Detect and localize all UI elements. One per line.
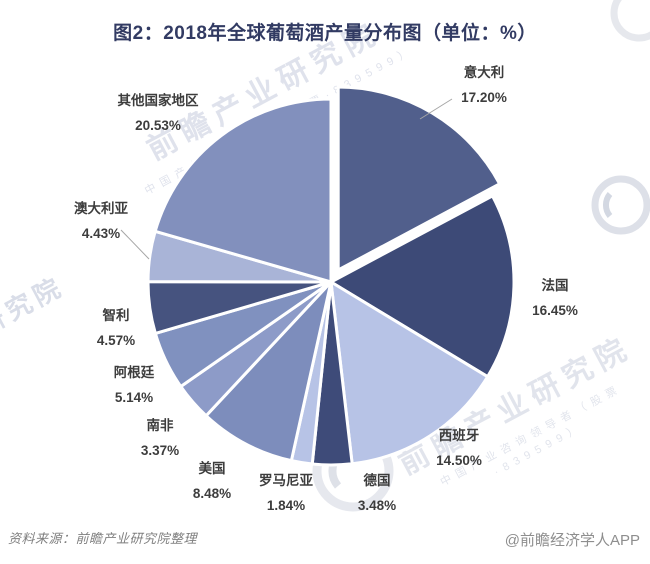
slice-label-value: 14.50% — [436, 453, 482, 468]
slice-label-value: 17.20% — [461, 90, 507, 105]
pie-slice-label-4: 罗马尼亚 1.84% — [259, 468, 313, 518]
pie-slice-0 — [336, 85, 502, 273]
label-leader-line — [120, 229, 150, 260]
pie-slice-label-10: 其他国家地区 20.53% — [118, 88, 199, 138]
slice-label-value: 3.48% — [357, 498, 397, 513]
slice-label-name: 罗马尼亚 — [259, 473, 313, 488]
slice-label-name: 意大利 — [463, 65, 505, 80]
slice-label-value: 4.43% — [81, 226, 121, 241]
slice-label-name: 德国 — [363, 473, 391, 488]
pie-slice-label-3: 德国 3.48% — [358, 468, 396, 518]
pie-slice-2 — [329, 279, 490, 466]
pie-slice-5 — [203, 276, 334, 463]
pie-slice-label-9: 澳大利亚 4.43% — [74, 196, 128, 246]
pie-slice-label-1: 法国 16.45% — [532, 273, 578, 323]
chart-title: 图2：2018年全球葡萄酒产量分布图（单位：%） — [113, 23, 537, 44]
slice-label-name: 其他国家地区 — [117, 93, 199, 108]
slice-label-name: 西班牙 — [438, 428, 480, 443]
slice-label-value: 20.53% — [135, 118, 181, 133]
label-leader-line — [419, 98, 453, 120]
slice-label-value: 4.57% — [96, 333, 136, 348]
pie-slice-label-7: 阿根廷 5.14% — [114, 360, 155, 410]
slice-label-value: 1.84% — [266, 498, 306, 513]
slice-label-name: 阿根廷 — [113, 365, 155, 380]
slice-label-name: 南非 — [146, 418, 174, 433]
slice-label-name: 法国 — [541, 278, 569, 293]
slice-label-value: 3.37% — [140, 443, 180, 458]
slice-label-name: 美国 — [198, 461, 226, 476]
slice-label-value: 5.14% — [114, 390, 154, 405]
pie-slice-label-2: 西班牙 14.50% — [436, 423, 482, 473]
pie-slice-label-0: 意大利 17.20% — [461, 60, 507, 110]
slice-label-name: 澳大利亚 — [74, 201, 128, 216]
slice-label-value: 16.45% — [532, 303, 578, 318]
pie-slice-1 — [327, 193, 516, 379]
slice-label-value: 8.48% — [192, 486, 232, 501]
slice-label-name: 智利 — [102, 308, 130, 323]
pie-slice-label-8: 智利 4.57% — [97, 303, 135, 353]
pie-slice-label-6: 南非 3.37% — [141, 413, 179, 463]
pie-slice-10 — [153, 97, 333, 284]
pie-slice-label-5: 美国 8.48% — [193, 456, 231, 506]
source-note: 资料来源：前瞻产业研究院整理 — [8, 531, 198, 546]
app-credit: @前瞻经济学人APP — [504, 532, 640, 549]
